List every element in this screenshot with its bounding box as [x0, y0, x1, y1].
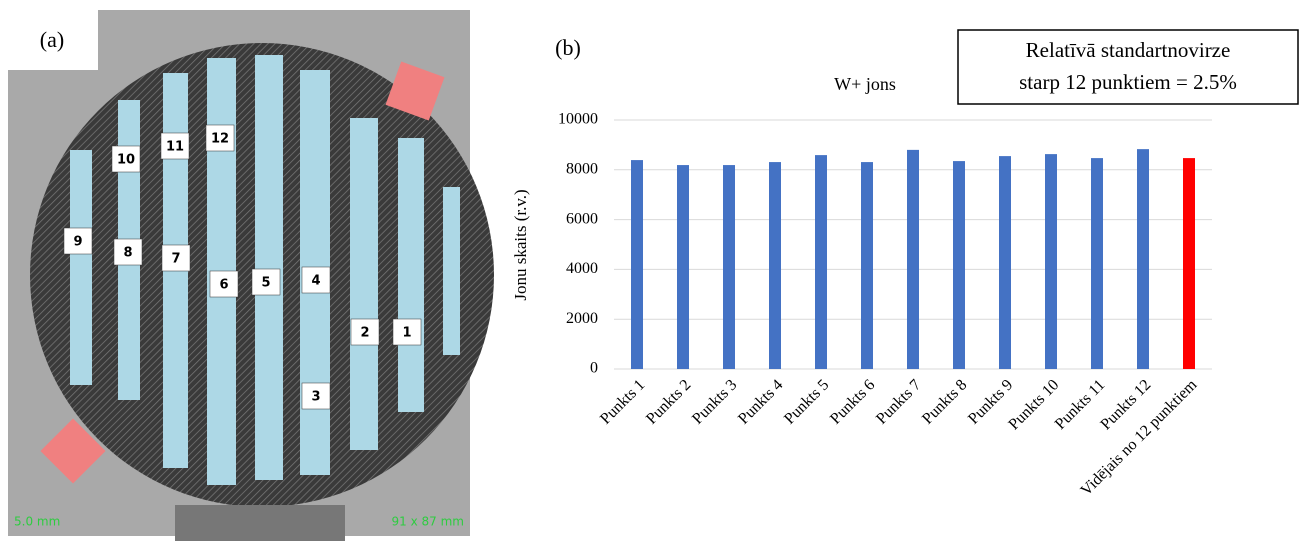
bar: [1091, 158, 1103, 369]
bar: [1183, 158, 1195, 369]
strip-label-box: [301, 266, 331, 294]
y-tick-label: 6000: [566, 210, 598, 227]
strip-label: 4: [311, 274, 320, 289]
annotation: Relatīvā standartnovirze: [1026, 38, 1231, 62]
x-tick-label: Punkts 3: [689, 376, 740, 427]
bar: [815, 155, 827, 369]
strip-label: 10: [117, 153, 135, 168]
bar: [677, 165, 689, 369]
bar: [999, 156, 1011, 369]
strip-label: 12: [211, 132, 229, 147]
strip-label: 2: [360, 326, 369, 341]
bar: [723, 165, 735, 369]
strip-label-box: [63, 227, 93, 255]
bar: [953, 161, 965, 369]
x-tick-label: Punkts 7: [873, 376, 924, 427]
strip-label-box: [209, 270, 239, 298]
chart-title: W+ jons: [834, 74, 896, 94]
strip-label-box: [111, 145, 141, 173]
strip-label: 7: [171, 252, 180, 267]
label-box: [8, 10, 98, 70]
bar: [1137, 149, 1149, 369]
y-tick-label: 0: [590, 360, 598, 377]
strip-label: 6: [219, 278, 228, 293]
strip: [398, 138, 424, 412]
x-tick-label: Punkts 6: [827, 376, 878, 427]
annotation: starp 12 punktiem = 2.5%: [1019, 70, 1237, 94]
marker: [40, 418, 106, 484]
size-text: 91 x 87 mm: [392, 515, 464, 529]
strip-label: 8: [123, 246, 132, 261]
strip-label: 3: [311, 390, 320, 405]
strip-label-box: [392, 318, 422, 346]
strip-label-box: [160, 132, 190, 160]
strip: [70, 150, 92, 385]
holder-slot: [175, 505, 345, 541]
panel-label: (b): [555, 35, 581, 60]
bar: [1045, 154, 1057, 369]
y-tick-label: 2000: [566, 310, 598, 327]
strip-label-box: [161, 244, 191, 272]
annotation-box: [957, 29, 1299, 105]
strip-label: 1: [402, 326, 411, 341]
strip-label-box: [350, 318, 380, 346]
x-tick-label: Punkts 10: [1005, 376, 1062, 433]
chart-panel: (b) W+ jons Relatīvā standartnovirze sta…: [511, 29, 1299, 499]
bar: [861, 162, 873, 369]
x-tick-label: Punkts 5: [781, 376, 832, 427]
strip-label-box: [113, 238, 143, 266]
strip-label-box: [205, 124, 235, 152]
x-tick-label: Punkts 8: [919, 376, 970, 427]
y-tick-label: 4000: [566, 260, 598, 277]
y-tick-label: 8000: [566, 160, 598, 177]
strip-label-box: [251, 268, 281, 296]
strip-label: 9: [73, 235, 82, 250]
scale-text: 5.0 mm: [14, 515, 60, 529]
strip: [443, 187, 460, 355]
strip-label-box: [301, 382, 331, 410]
x-tick-label: Punkts 4: [735, 376, 786, 427]
bar: [907, 149, 919, 369]
marker: [385, 61, 445, 121]
strip: [255, 55, 283, 480]
panel-label: (a): [40, 27, 64, 52]
strip: [350, 118, 378, 450]
bar: [631, 160, 643, 369]
x-tick-label: Punkts 2: [643, 376, 694, 427]
y-axis-label: Jonu skaits (r.v.): [511, 189, 530, 300]
y-tick-label: 10000: [558, 111, 598, 128]
bar: [769, 162, 781, 369]
strip-label: 11: [166, 140, 184, 155]
x-tick-label: Punkts 1: [597, 376, 648, 427]
strip-label: 5: [261, 276, 270, 291]
